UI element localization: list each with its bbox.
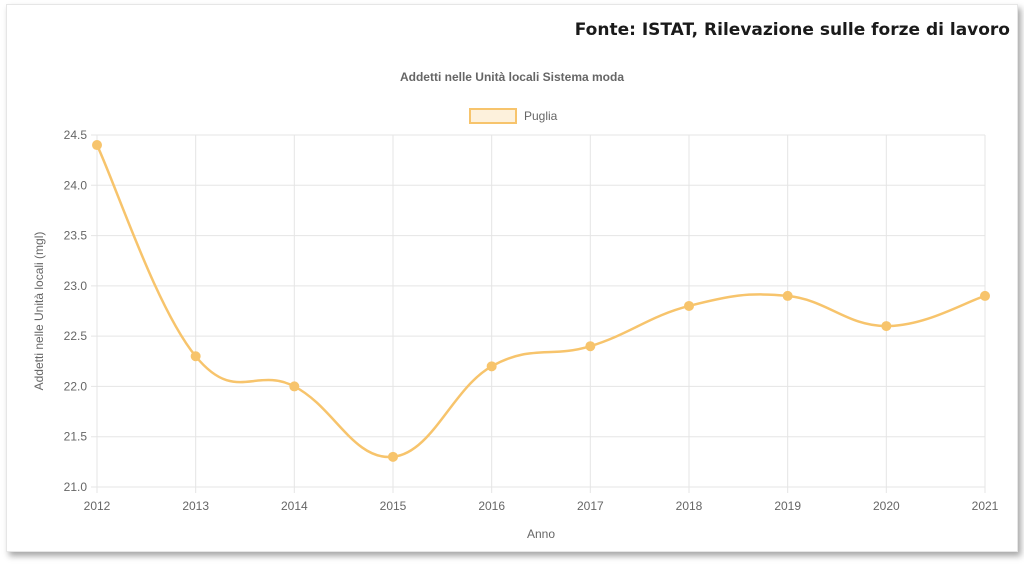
- data-point-2014[interactable]: [289, 381, 300, 392]
- x-tick-label: 2013: [182, 499, 209, 513]
- x-tick-label: 2018: [676, 499, 703, 513]
- y-tick-label: 24.0: [64, 178, 88, 192]
- y-tick-label: 23.5: [64, 229, 88, 243]
- legend-swatch-puglia[interactable]: [469, 108, 517, 124]
- y-axis-title: Addetti nelle Unità locali (mgl): [32, 232, 46, 391]
- y-tick-label: 22.5: [64, 329, 88, 343]
- data-point-2018[interactable]: [684, 300, 694, 311]
- series-group: [92, 140, 990, 462]
- y-axis-ticks: 21.0 21.5 22.0 22.5 23.0 23.5 24.0 24.5: [64, 128, 88, 494]
- data-point-2016[interactable]: [486, 361, 497, 372]
- chart-card: [6, 4, 1018, 552]
- series-line-puglia: [95, 144, 986, 459]
- x-tick-label: 2017: [577, 499, 604, 513]
- data-point-2017[interactable]: [585, 341, 596, 352]
- x-axis-ticks: 2012 2013 2014 2015 2016 2017 2018 2019 2020 2021: [84, 499, 999, 513]
- data-point-2021[interactable]: [980, 290, 990, 301]
- data-point-2019[interactable]: [782, 290, 793, 301]
- source-label: Fonte: ISTAT, Rilevazione sulle forze di…: [574, 20, 1010, 40]
- y-tick-label: 21.5: [64, 430, 88, 444]
- x-tick-label: 2020: [873, 499, 900, 513]
- legend[interactable]: Puglia: [469, 108, 558, 124]
- data-point-2015[interactable]: [388, 451, 398, 462]
- x-tick-label: 2015: [380, 499, 407, 513]
- y-tick-label: 24.5: [64, 128, 88, 142]
- chart-title: Addetti nelle Unità locali Sistema moda: [399, 70, 625, 84]
- x-tick-label: 2012: [84, 499, 111, 513]
- y-tick-label: 22.0: [64, 379, 88, 393]
- grid-lines: [91, 134, 986, 493]
- data-point-2020[interactable]: [881, 321, 892, 332]
- x-tick-label: 2016: [478, 499, 505, 513]
- x-axis-title: Anno: [527, 527, 555, 541]
- y-tick-label: 23.0: [64, 279, 88, 293]
- legend-label-puglia[interactable]: Puglia: [524, 109, 558, 123]
- x-tick-label: 2014: [281, 499, 308, 513]
- data-point-2012[interactable]: [92, 140, 102, 151]
- x-tick-label: 2019: [774, 499, 801, 513]
- y-tick-label: 21.0: [64, 480, 88, 494]
- data-point-2013[interactable]: [190, 351, 201, 362]
- x-tick-label: 2021: [972, 499, 999, 513]
